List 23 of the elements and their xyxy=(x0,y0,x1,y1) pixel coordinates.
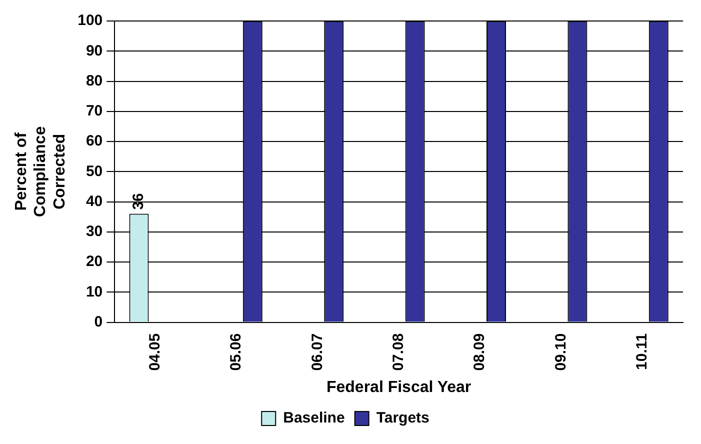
legend-label: Targets xyxy=(376,410,430,427)
data-label: 36 xyxy=(130,193,148,210)
y-tick-label: 40 xyxy=(86,192,103,210)
y-tick-label: 50 xyxy=(86,162,103,180)
x-tick-label: 09.10 xyxy=(552,333,570,371)
y-tick-label: 100 xyxy=(78,12,103,30)
y-tick-label: 70 xyxy=(86,102,103,120)
x-tick-label: 04.05 xyxy=(146,333,164,371)
x-tick-label: 08.09 xyxy=(471,333,488,371)
y-axis-title: Percent of Compliance Corrected xyxy=(13,126,68,217)
legend-label: Baseline xyxy=(283,410,345,427)
x-axis-title: Federal Fiscal Year xyxy=(326,378,472,396)
y-tick-label: 90 xyxy=(86,42,103,60)
y-tick-label: 80 xyxy=(86,72,103,90)
x-tick-label: 05.06 xyxy=(228,333,245,371)
x-tick-label: 06.07 xyxy=(308,333,326,371)
x-tick-label: 07.08 xyxy=(390,333,407,371)
x-tick-label: 10.11 xyxy=(634,333,651,370)
y-tick-label: 10 xyxy=(86,283,103,300)
y-tick-label: 0 xyxy=(94,313,103,330)
y-tick-label: 30 xyxy=(86,223,103,240)
y-tick-label: 60 xyxy=(86,132,103,150)
y-tick-label: 20 xyxy=(86,253,103,270)
